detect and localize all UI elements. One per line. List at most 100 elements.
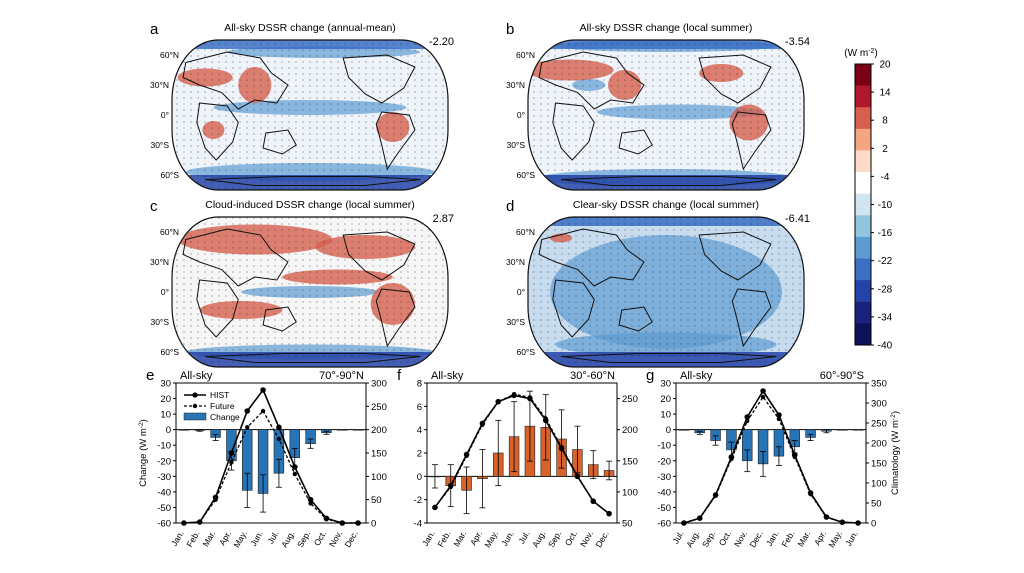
coastline: [262, 306, 297, 332]
x-tick-label: Jan.: [764, 529, 781, 548]
maps-layer: a All-sky DSSR change (annual-mean) -2.20 6…: [150, 21, 810, 368]
colorbar-tick-label: -28: [878, 284, 893, 295]
x-tick-label: Nov.: [732, 529, 749, 549]
y2-tick-label: 250: [371, 402, 387, 413]
point-future: [511, 392, 517, 397]
plot-frame: [426, 382, 618, 524]
point-future: [745, 418, 750, 424]
x-tick-label: Feb.: [184, 529, 201, 549]
x-tick-label: Feb.: [779, 529, 796, 549]
coastline: [375, 111, 416, 171]
coastline: [552, 279, 595, 338]
x-tick-label: Jan.: [169, 529, 186, 548]
point-future: [543, 416, 548, 421]
panel-letter: g: [646, 367, 654, 384]
y2-tick-label: 300: [371, 379, 387, 390]
lat-label: 60°N: [516, 50, 535, 60]
plot-frame: [675, 382, 867, 524]
map-title: All-sky DSSR change (local summer): [580, 22, 753, 34]
coastline: [561, 353, 777, 363]
point-future: [697, 516, 702, 521]
coastline: [196, 279, 239, 338]
point-future: [575, 473, 580, 478]
point-future: [760, 394, 766, 400]
colorbar-tick-label: 2: [882, 144, 888, 155]
map-global-mean: -6.41: [785, 213, 810, 225]
x-tick-label: May.: [482, 529, 500, 549]
point-future: [213, 497, 218, 502]
colorbar-tick-label: -22: [878, 256, 893, 267]
panel-letter: f: [397, 367, 402, 384]
colorbar-segment: [855, 107, 871, 130]
point-future: [681, 520, 687, 526]
x-tick-label: Dec.: [342, 529, 359, 549]
y-tick-label: -60: [157, 519, 171, 530]
y-tick-label: 10: [160, 410, 171, 421]
x-tick-label: Aug.: [684, 529, 701, 549]
charts-layer: -60-50-40-30-20-100102030050100150200250…: [138, 367, 902, 549]
map-panel-a: a All-sky DSSR change (annual-mean) -2.20 6…: [150, 21, 454, 191]
point-future: [713, 493, 718, 498]
y-tick-label: -4: [414, 519, 422, 530]
lat-label: 30°N: [150, 257, 169, 267]
line-hist: [683, 389, 859, 524]
x-tick-label: Dec.: [747, 529, 764, 549]
line-hist: [434, 394, 610, 515]
lat-label: 30°S: [150, 140, 169, 150]
x-tick-label: Sep.: [295, 529, 312, 549]
point-future: [260, 408, 266, 414]
lat-label: 60°S: [160, 347, 179, 357]
x-tick-label: Mar.: [200, 529, 217, 548]
coastline: [561, 176, 777, 186]
line-future: [434, 393, 610, 515]
plot-frame: [175, 382, 367, 524]
x-tick-label: Jul.: [265, 529, 280, 545]
coastline: [618, 129, 653, 155]
map-global-mean: -3.54: [785, 36, 810, 48]
point-future: [840, 520, 845, 525]
coastline: [731, 288, 772, 348]
point-future: [448, 484, 453, 490]
y2-tick-label: 200: [622, 425, 638, 436]
point-future: [292, 471, 297, 477]
coastline: [552, 102, 595, 161]
y-tick-label: 0: [666, 425, 671, 436]
coastline: [342, 54, 416, 104]
map-panel-b: b All-sky DSSR change (local summer) -3.54…: [506, 21, 810, 191]
y2-tick-label: 0: [871, 519, 876, 530]
point-future: [308, 501, 313, 506]
y-axis-label: Change (W m-2): [138, 419, 150, 487]
lat-label: 30°N: [150, 80, 169, 90]
significance-stipple: [528, 40, 804, 190]
colorbar-tick-label: 20: [879, 60, 891, 71]
y-tick-label: 20: [160, 394, 171, 405]
point-future: [245, 425, 250, 430]
legend-label-hist: HIST: [210, 390, 229, 400]
panel-letter: b: [506, 21, 514, 38]
map-outline: [527, 216, 805, 368]
lat-label: 60°N: [516, 227, 535, 237]
point-hist: [260, 387, 266, 393]
point-future: [276, 436, 282, 442]
coastline: [182, 51, 289, 110]
point-hist: [291, 464, 298, 470]
point-future: [355, 520, 361, 526]
colorbar-segment: [855, 301, 871, 324]
point-future: [432, 505, 438, 510]
coastline: [342, 231, 416, 281]
line-future: [683, 395, 859, 524]
point-future: [340, 520, 345, 526]
coastline: [731, 111, 772, 171]
chart-label: All-sky: [680, 370, 713, 382]
bar-change: [678, 429, 690, 431]
panel-letter: e: [146, 367, 154, 384]
lat-label: 30°S: [506, 140, 525, 150]
x-tick-label: Oct.: [312, 529, 328, 548]
point-future: [527, 395, 533, 400]
coastline: [182, 228, 289, 287]
y-tick-label: -20: [157, 456, 171, 467]
coastline: [538, 51, 645, 110]
x-tick-label: Jan.: [420, 529, 437, 548]
point-future: [606, 511, 612, 516]
